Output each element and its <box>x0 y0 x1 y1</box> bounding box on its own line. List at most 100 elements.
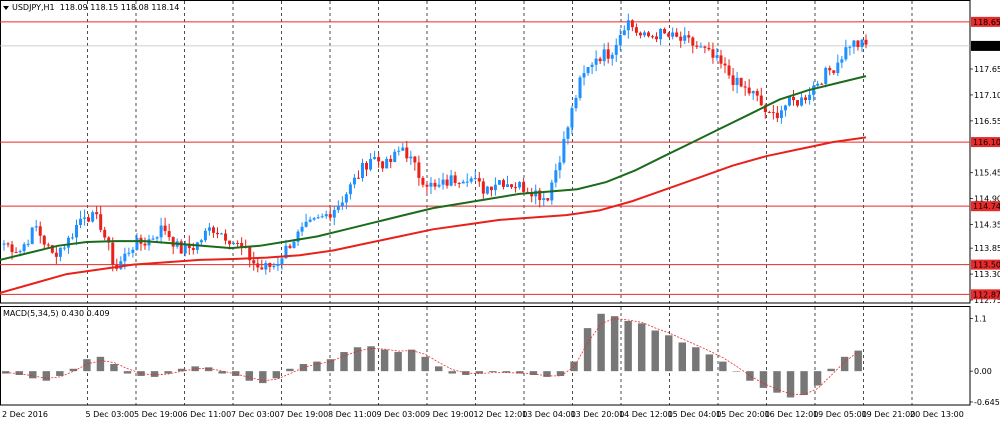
candle-body <box>554 170 558 183</box>
candle-body <box>546 198 550 201</box>
candle-body <box>135 237 139 250</box>
candle-body <box>856 40 860 48</box>
candle-body <box>727 65 731 76</box>
candle-body <box>99 214 103 230</box>
candle-body <box>211 227 215 233</box>
chevron-down-icon[interactable] <box>3 5 9 10</box>
macd-histogram-bar <box>367 346 375 372</box>
candle-body <box>348 184 352 195</box>
macd-histogram-bar <box>529 371 538 375</box>
moving-average-slow <box>0 136 867 294</box>
candle-body <box>510 184 514 188</box>
candle-body <box>260 267 264 270</box>
candle-body <box>429 182 433 187</box>
candle-body <box>18 251 22 253</box>
candle-body <box>477 178 481 182</box>
candle-body <box>473 178 477 180</box>
candle-body <box>558 162 562 171</box>
candle-body <box>852 40 856 47</box>
macd-histogram-bar <box>272 371 281 379</box>
macd-histogram-bar <box>435 366 443 372</box>
candle-body <box>377 157 381 162</box>
macd-histogram-bar <box>123 371 132 374</box>
candle-body <box>34 226 38 228</box>
price-level-label: 118.65 <box>973 18 1000 27</box>
candle-body <box>763 105 767 112</box>
candle-body <box>844 47 848 60</box>
candle-body <box>606 49 610 59</box>
macd-histogram-bar <box>827 368 835 372</box>
price-level-tag <box>971 16 1000 27</box>
macd-histogram-bar <box>150 371 159 377</box>
candle-body <box>2 243 6 245</box>
candle-body <box>62 247 66 249</box>
candle-body <box>840 59 844 63</box>
candle-body <box>820 83 824 85</box>
macd-histogram-bar <box>340 352 348 372</box>
macd-histogram-bar <box>110 363 118 372</box>
candle-body <box>497 180 501 185</box>
candle-body <box>755 91 759 96</box>
candle-body <box>651 36 655 38</box>
candle-body <box>167 231 171 238</box>
candle-body <box>570 108 574 128</box>
candle-body <box>582 73 586 78</box>
candle-body <box>433 182 437 187</box>
candle-body <box>796 100 800 106</box>
candle-body <box>683 35 687 41</box>
candle-body <box>328 214 332 218</box>
x-tick-label: 2 Dec 2016 <box>2 410 48 419</box>
candle-body <box>586 67 590 74</box>
candle-body <box>667 33 671 37</box>
current-price-tag <box>971 40 1000 51</box>
candle-body <box>787 96 791 106</box>
y-tick-label: 115.45 <box>974 169 1000 178</box>
candle-body <box>655 36 659 40</box>
candle-body <box>26 243 30 245</box>
candle-body <box>320 216 324 218</box>
macd-histogram-bar <box>353 347 362 372</box>
macd-histogram-bar <box>218 371 226 374</box>
candle-body <box>352 177 356 185</box>
candle-body <box>493 184 497 191</box>
x-tick-label: 6 Dec 11:00 <box>183 410 232 419</box>
candle-body <box>155 237 159 239</box>
macd-histogram-bar <box>719 361 727 372</box>
macd-pane-frame <box>0 306 971 406</box>
candle-body <box>123 253 127 262</box>
candle-body <box>816 83 820 86</box>
candle-body <box>70 237 74 239</box>
candle-body <box>385 158 389 169</box>
candle-body <box>590 64 594 68</box>
macd-y-tick-label: 1.1 <box>974 315 987 324</box>
candle-body <box>30 227 34 244</box>
x-tick-label: 7 Dec 03:00 <box>231 410 280 419</box>
candle-body <box>594 58 598 65</box>
candle-body <box>232 242 236 245</box>
x-tick-label: 7 Dec 19:00 <box>280 410 329 419</box>
candle-body <box>413 156 417 163</box>
candle-body <box>506 184 510 187</box>
candle-body <box>469 178 473 182</box>
x-tick-label: 20 Dec 13:00 <box>910 410 964 419</box>
macd-y-tick-label: 0.00 <box>974 367 992 376</box>
macd-histogram-bar <box>380 349 389 372</box>
macd-signal-line <box>6 318 859 396</box>
macd-histogram-bar <box>394 352 402 372</box>
y-tick-label: 116.55 <box>974 117 1000 126</box>
candle-body <box>779 110 783 119</box>
candle-body <box>344 194 348 203</box>
candle-body <box>574 97 578 109</box>
candle-body <box>542 198 546 200</box>
macd-histogram-bar <box>692 347 700 372</box>
candle-body <box>562 138 566 163</box>
candle-body <box>159 225 163 238</box>
candle-body <box>441 179 445 185</box>
candle-body <box>719 55 723 64</box>
candle-body <box>300 226 304 232</box>
macd-histogram-bar <box>665 335 673 372</box>
x-tick-label: 16 Dec 12:00 <box>765 410 819 419</box>
macd-histogram-bar <box>232 371 240 376</box>
